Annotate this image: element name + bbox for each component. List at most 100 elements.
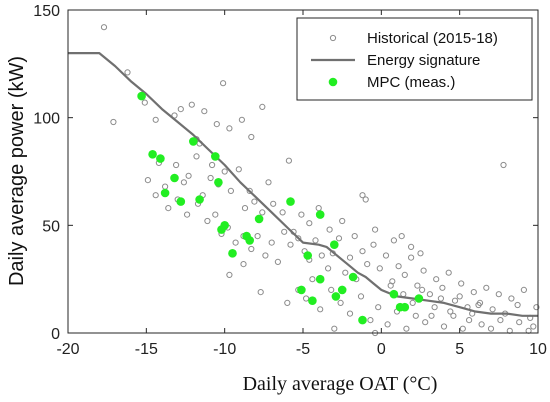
mpc-points — [137, 91, 424, 325]
historical-point — [362, 196, 369, 203]
historical-point — [398, 233, 405, 240]
historical-point — [395, 263, 402, 270]
historical-point — [508, 295, 515, 302]
historical-point — [375, 304, 382, 311]
mpc-point — [315, 274, 325, 284]
mpc-point — [170, 173, 179, 183]
historical-point — [357, 293, 365, 300]
y-tick-label: 0 — [51, 326, 60, 343]
historical-point — [419, 286, 426, 293]
mpc-point — [228, 249, 237, 258]
historical-point — [193, 153, 200, 160]
historical-point — [213, 121, 220, 128]
x-tick-label: -15 — [135, 341, 158, 358]
historical-point — [227, 187, 234, 194]
mpc-point — [308, 296, 317, 306]
legend-label: Energy signature — [367, 52, 480, 69]
historical-points — [100, 24, 540, 337]
historical-point — [475, 301, 482, 309]
historical-point — [346, 310, 354, 317]
historical-point — [325, 265, 332, 272]
historical-point — [409, 299, 416, 306]
y-axis-label: Daily average power (kW) — [6, 56, 28, 286]
historical-point — [254, 233, 261, 240]
x-tick-label: -10 — [213, 341, 236, 358]
historical-point — [514, 301, 521, 309]
historical-point — [376, 265, 383, 272]
historical-point — [204, 217, 211, 225]
historical-point — [487, 325, 495, 332]
historical-point — [408, 243, 415, 250]
historical-point — [339, 217, 346, 225]
historical-point — [359, 248, 366, 255]
historical-point — [226, 125, 233, 132]
historical-point — [317, 306, 324, 313]
historical-point — [259, 209, 266, 216]
historical-point — [412, 312, 419, 319]
mpc-point — [195, 195, 204, 204]
historical-point — [246, 187, 253, 194]
historical-point — [439, 284, 446, 291]
historical-point — [390, 237, 397, 244]
historical-point — [382, 252, 390, 259]
historical-point — [265, 179, 272, 186]
historical-point — [431, 304, 438, 311]
historical-point — [279, 209, 286, 216]
historical-point — [346, 254, 354, 261]
energy-signature-path — [68, 52, 538, 317]
mpc-point — [137, 91, 146, 101]
historical-point — [221, 168, 228, 175]
historical-point — [318, 252, 325, 259]
historical-point — [284, 299, 291, 306]
historical-point — [433, 276, 440, 283]
historical-point — [165, 205, 172, 212]
historical-point — [456, 293, 463, 300]
historical-point — [372, 226, 379, 233]
historical-point — [110, 118, 117, 126]
historical-point — [306, 220, 313, 227]
x-tick-label: 10 — [529, 341, 547, 358]
historical-point — [364, 261, 371, 268]
historical-point — [262, 252, 269, 259]
historical-point — [450, 312, 457, 319]
x-axis-label: Daily average OAT (°C) — [243, 373, 438, 395]
historical-point — [530, 323, 537, 330]
mpc-point — [214, 178, 223, 187]
historical-point — [209, 161, 216, 169]
mpc-point — [331, 292, 341, 301]
historical-point — [426, 291, 433, 298]
mpc-point — [189, 137, 198, 146]
historical-point — [384, 321, 391, 328]
historical-point — [152, 116, 159, 123]
mpc-point — [254, 214, 264, 224]
historical-point — [328, 286, 335, 293]
mpc-point — [315, 210, 325, 219]
historical-point — [387, 282, 394, 289]
y-tick-label: 100 — [33, 111, 60, 128]
legend-mpc-marker — [328, 77, 338, 87]
legend-label: MPC (meas.) — [367, 74, 455, 91]
historical-point — [445, 269, 452, 276]
historical-point — [188, 101, 195, 108]
historical-point — [287, 241, 294, 248]
historical-point — [241, 205, 249, 212]
historical-point — [403, 325, 410, 332]
historical-point — [428, 312, 435, 319]
historical-point — [437, 295, 444, 302]
historical-point — [497, 317, 504, 324]
historical-point — [259, 103, 266, 111]
mpc-point — [176, 197, 186, 206]
historical-point — [312, 237, 319, 244]
historical-point — [351, 233, 358, 240]
historical-point — [285, 157, 292, 164]
historical-point — [516, 319, 523, 326]
historical-point — [417, 250, 424, 257]
historical-point — [238, 116, 245, 123]
historical-point — [451, 297, 459, 304]
historical-point — [177, 106, 184, 113]
mpc-point — [211, 152, 220, 161]
historical-point — [440, 323, 448, 330]
historical-point — [124, 69, 131, 76]
historical-point — [326, 226, 333, 233]
